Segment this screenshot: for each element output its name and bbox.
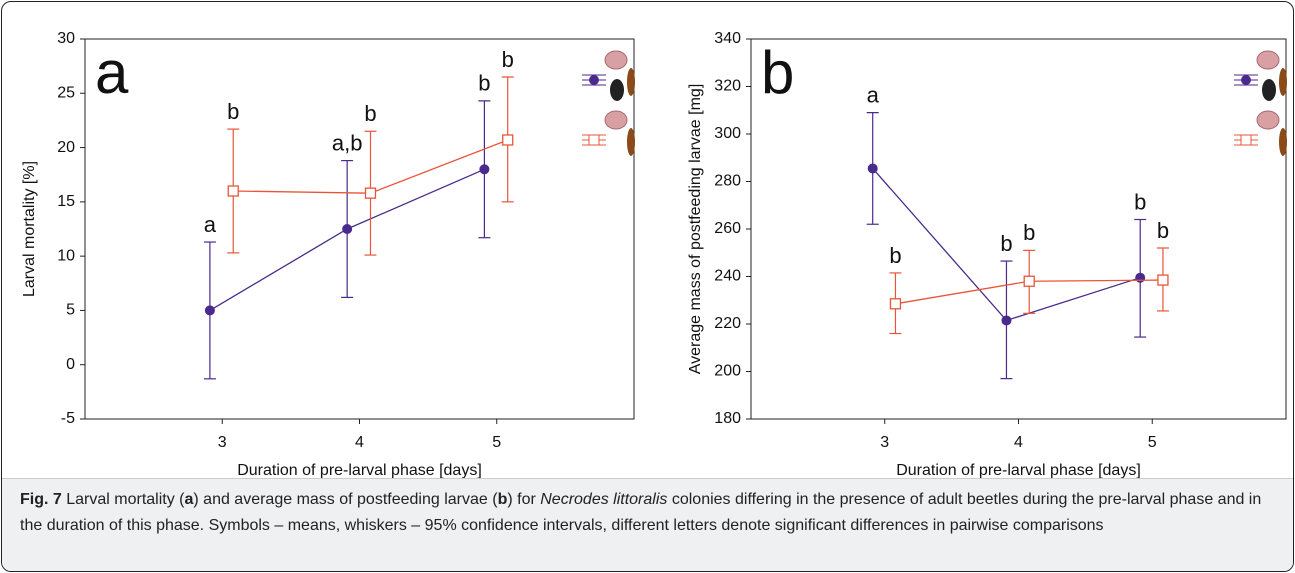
marker xyxy=(479,164,490,175)
marker xyxy=(364,187,377,199)
significance-letter: b xyxy=(227,99,239,124)
significance-letter: a xyxy=(867,82,880,107)
panel-label: b xyxy=(761,39,794,106)
x-tick-label: 3 xyxy=(218,434,227,451)
significance-letter: a,b xyxy=(332,130,363,155)
larva-icon xyxy=(627,128,635,156)
legend-marker xyxy=(1240,134,1252,146)
marker xyxy=(1135,272,1146,283)
larva-icon xyxy=(627,68,635,96)
marker xyxy=(342,224,353,234)
x-axis-label: Duration of pre-larval phase [days] xyxy=(896,462,1141,478)
legend-marker xyxy=(1241,75,1251,85)
caption-text: Larval mortality ( xyxy=(66,491,185,508)
y-tick-label: 20 xyxy=(57,139,75,156)
legend-marker xyxy=(589,75,599,85)
beetle-icon xyxy=(1262,79,1276,101)
significance-letter: b xyxy=(889,243,901,268)
caption-label: Fig. 7 xyxy=(20,491,62,508)
charts: -5 0 5 10 15 20 25 30 3 4 5 Duration of pre-larval … xyxy=(21,30,1287,478)
x-tick-label: 5 xyxy=(492,434,501,451)
marker xyxy=(1157,274,1169,286)
x-tick-label: 3 xyxy=(880,434,889,451)
marker xyxy=(1023,275,1035,287)
y-tick-label: 240 xyxy=(714,268,741,285)
y-tick-label: 280 xyxy=(714,173,741,190)
x-tick-label: 4 xyxy=(1014,434,1023,451)
caption-text: ) and average mass of postfeeding larvae… xyxy=(193,491,498,508)
larva-icon xyxy=(1279,68,1287,96)
y-tick-label: 10 xyxy=(57,247,75,264)
plot-area xyxy=(84,38,635,420)
caption: Fig. 7 Larval mortality (a) and average … xyxy=(2,478,1293,571)
caption-text: b xyxy=(497,491,508,508)
caption-text: colonies differing in the presence of ad… xyxy=(20,491,1262,534)
meat-icon xyxy=(1256,50,1280,70)
significance-letter: b xyxy=(1000,231,1012,256)
meat-icon xyxy=(1256,110,1280,130)
y-tick-label: 340 xyxy=(714,30,741,47)
y-tick-label: 30 xyxy=(57,30,75,47)
legend-marker xyxy=(588,134,600,146)
plot-area xyxy=(750,38,1287,420)
y-tick-label: 300 xyxy=(714,125,741,142)
y-tick-label: 220 xyxy=(714,315,741,332)
caption-text: a xyxy=(184,491,194,508)
meat-icon xyxy=(604,50,628,70)
y-tick-label: 25 xyxy=(57,85,75,102)
marker xyxy=(204,305,215,316)
larva-icon xyxy=(1279,128,1287,156)
significance-letter: b xyxy=(1134,189,1146,214)
y-tick-label: 0 xyxy=(66,356,75,373)
x-tick-label: 4 xyxy=(355,434,364,451)
significance-letter: a xyxy=(204,212,217,237)
panel-label: a xyxy=(95,39,129,106)
marker xyxy=(1001,315,1012,326)
marker xyxy=(867,163,878,174)
marker xyxy=(889,298,902,310)
y-axis-label: Larval mortality [%] xyxy=(21,161,38,297)
y-tick-label: 180 xyxy=(714,410,741,427)
significance-letter: b xyxy=(1023,220,1035,245)
marker xyxy=(502,134,514,146)
meat-icon xyxy=(604,110,628,130)
significance-letter: b xyxy=(1157,218,1169,243)
beetle-icon xyxy=(610,79,624,101)
x-tick-label: 5 xyxy=(1148,434,1157,451)
caption-text: ) for xyxy=(507,491,541,508)
x-axis-label: Duration of pre-larval phase [days] xyxy=(237,462,482,478)
y-tick-label: 200 xyxy=(714,363,741,380)
y-tick-label: 15 xyxy=(57,193,75,210)
significance-letter: b xyxy=(502,47,514,72)
caption-species: Necrodes littoralis xyxy=(540,491,668,508)
y-axis-label: Average mass of postfeeding larvae [mg] xyxy=(687,84,704,375)
y-tick-label: 260 xyxy=(714,220,741,237)
y-tick-label: -5 xyxy=(61,410,75,427)
y-tick-label: 320 xyxy=(714,78,741,95)
y-tick-label: 5 xyxy=(66,302,75,319)
significance-letter: b xyxy=(364,101,376,126)
marker xyxy=(227,185,239,197)
significance-letter: b xyxy=(478,71,490,96)
